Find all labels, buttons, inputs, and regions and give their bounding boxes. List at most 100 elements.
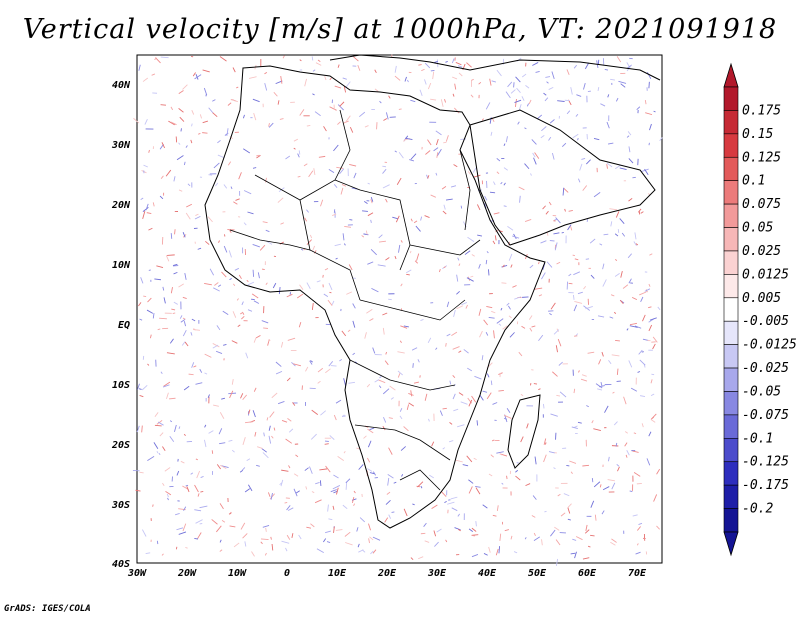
velocity-speck <box>540 135 545 139</box>
velocity-speck <box>626 64 633 72</box>
velocity-speck <box>382 168 387 174</box>
velocity-speck <box>572 538 577 541</box>
colorbar-label: -0.075 <box>742 408 789 423</box>
velocity-speck <box>602 279 607 287</box>
velocity-speck <box>362 210 368 212</box>
velocity-speck <box>577 291 583 295</box>
velocity-speck <box>410 218 413 222</box>
velocity-speck <box>271 392 278 399</box>
velocity-speck <box>328 168 335 173</box>
velocity-speck <box>446 301 450 308</box>
velocity-speck <box>242 394 248 400</box>
velocity-speck <box>337 121 341 125</box>
velocity-speck <box>496 158 501 162</box>
velocity-speck <box>458 392 464 396</box>
velocity-speck <box>233 283 236 287</box>
velocity-speck <box>641 423 644 428</box>
velocity-speck <box>471 78 474 81</box>
velocity-speck <box>192 72 196 77</box>
velocity-speck <box>357 64 361 71</box>
velocity-speck <box>388 417 393 419</box>
velocity-speck <box>180 460 185 464</box>
velocity-speck <box>329 435 335 440</box>
velocity-speck <box>568 282 573 285</box>
velocity-speck <box>246 280 249 283</box>
velocity-speck <box>472 535 475 537</box>
velocity-speck <box>286 293 293 298</box>
velocity-speck <box>505 136 508 143</box>
velocity-speck <box>348 381 356 384</box>
velocity-speck <box>395 215 400 223</box>
velocity-speck <box>173 301 178 305</box>
velocity-speck <box>339 168 345 175</box>
velocity-speck <box>436 148 442 157</box>
velocity-speck <box>243 222 247 226</box>
colorbar-label: -0.025 <box>742 361 789 376</box>
colorbar-bottom-arrow <box>723 531 739 557</box>
velocity-speck <box>614 259 618 262</box>
velocity-speck <box>438 269 441 273</box>
velocity-speck <box>418 556 424 560</box>
velocity-speck <box>496 505 499 512</box>
velocity-speck <box>577 138 579 141</box>
velocity-speck <box>496 171 500 175</box>
velocity-speck <box>316 280 321 283</box>
velocity-speck <box>445 135 449 142</box>
velocity-speck <box>372 347 376 354</box>
velocity-speck <box>483 553 488 556</box>
velocity-speck <box>185 547 188 549</box>
velocity-speck <box>550 413 558 417</box>
velocity-speck <box>369 318 374 322</box>
velocity-speck <box>548 136 552 141</box>
velocity-speck <box>314 250 317 254</box>
velocity-speck <box>147 456 155 461</box>
velocity-speck <box>568 209 573 212</box>
velocity-speck <box>496 451 504 454</box>
velocity-speck <box>475 520 477 527</box>
velocity-speck <box>268 122 274 128</box>
velocity-speck <box>313 168 316 176</box>
velocity-speck <box>138 302 142 307</box>
velocity-speck <box>342 120 349 124</box>
velocity-speck <box>323 126 327 132</box>
colorbar-label: 0.1 <box>742 174 765 189</box>
velocity-speck <box>456 274 459 282</box>
velocity-speck <box>541 272 546 280</box>
velocity-speck <box>305 486 308 490</box>
velocity-speck <box>216 325 221 331</box>
velocity-speck <box>293 363 302 367</box>
velocity-speck <box>252 269 255 277</box>
velocity-speck <box>501 282 507 284</box>
velocity-speck <box>299 284 304 290</box>
velocity-field <box>132 54 663 566</box>
velocity-speck <box>257 272 260 279</box>
velocity-speck <box>628 278 632 284</box>
velocity-speck <box>227 102 232 106</box>
velocity-speck <box>162 286 165 291</box>
velocity-speck <box>182 329 187 337</box>
velocity-speck <box>454 107 460 114</box>
velocity-speck <box>632 514 638 517</box>
velocity-speck <box>236 298 239 301</box>
velocity-speck <box>170 106 174 111</box>
velocity-speck <box>365 230 368 235</box>
lat-tick: EQ <box>118 320 130 331</box>
velocity-speck <box>424 62 431 69</box>
velocity-speck <box>400 240 403 243</box>
velocity-speck <box>152 313 155 319</box>
velocity-speck <box>344 531 351 537</box>
velocity-speck <box>140 277 144 284</box>
velocity-speck <box>646 72 652 79</box>
velocity-speck <box>412 503 415 506</box>
velocity-speck <box>311 409 319 415</box>
velocity-speck <box>529 327 533 332</box>
velocity-speck <box>191 362 195 368</box>
velocity-speck <box>587 351 595 354</box>
velocity-speck <box>577 421 582 424</box>
velocity-speck <box>229 525 236 528</box>
velocity-speck <box>532 62 539 66</box>
velocity-speck <box>260 538 269 540</box>
velocity-speck <box>334 243 341 247</box>
velocity-speck <box>221 397 226 400</box>
velocity-speck <box>538 294 543 297</box>
